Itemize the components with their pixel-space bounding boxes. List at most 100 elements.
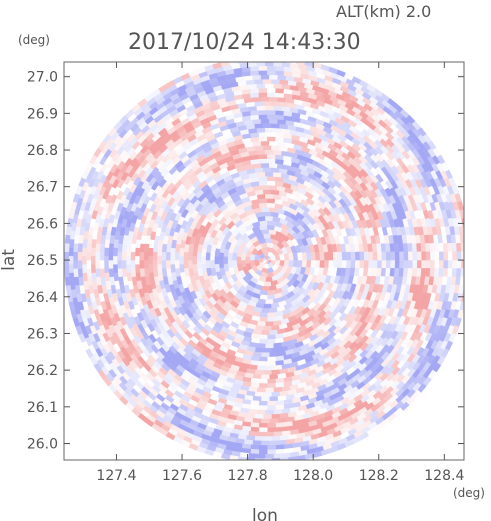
heatmap-cell [267,153,276,160]
heatmap-cell [372,259,378,269]
heatmap-cell [260,308,270,314]
heatmap-cell [350,251,356,261]
heatmap-cell [271,391,281,398]
heatmap-cell [252,96,262,103]
heatmap-cell [258,334,268,340]
heatmap-cell [377,251,383,261]
heatmap-cell [250,426,260,433]
heatmap-cell [273,431,283,437]
heatmap-cell [64,242,70,252]
heatmap-cell [125,247,132,257]
heatmap-cell [271,435,281,442]
heatmap-cell [265,171,274,177]
heatmap-cell [103,247,110,257]
heatmap-cell [256,431,266,437]
heatmap-cell [408,259,414,269]
heatmap-cell [447,268,453,278]
heatmap-cell [263,303,272,309]
heatmap-cell [258,70,268,76]
heatmap-cell [256,453,266,459]
heatmap-cell [452,251,458,261]
radar-scan-heatmap [64,62,470,460]
heatmap-cell [99,268,106,278]
heatmap-cell [267,383,276,389]
heatmap-cell [258,176,268,182]
heatmap-cell [108,251,114,261]
heatmap-cell [205,251,211,261]
heatmap-cell [262,78,272,84]
heatmap-cell [68,247,74,257]
heatmap-cell [275,87,285,94]
heatmap-cell [258,400,268,406]
heatmap-cell [267,400,276,406]
heatmap-cell [262,414,272,420]
heatmap-cell [456,251,462,261]
heatmap-cell [237,62,247,64]
y-tick-label: 26.5 [27,253,58,269]
heatmap-cell [77,251,83,261]
heatmap-cell [262,325,272,331]
heatmap-cell [341,259,347,269]
heatmap-cell [256,105,266,111]
heatmap-cell [64,251,70,261]
heatmap-cell [267,131,276,137]
y-tick-label: 27.0 [27,70,58,86]
heatmap-cell [271,369,281,375]
heatmap-cell [81,255,87,265]
heatmap-cell [269,440,279,446]
heatmap-cell [260,140,270,146]
heatmap-cell [269,418,279,424]
heatmap-cell [258,65,268,71]
heatmap-cell [236,255,242,265]
y-tick-label: 26.3 [27,326,58,342]
heatmap-cell [258,316,268,323]
heatmap-cell [273,83,283,89]
heatmap-cell [256,83,266,89]
heatmap-cell [99,251,105,261]
heatmap-cell [183,251,189,261]
heatmap-cell [264,409,274,415]
heatmap-cell [447,251,453,261]
heatmap-cell [262,370,272,375]
heatmap-cell [267,87,276,93]
heatmap-cell [254,78,264,85]
heatmap-cell [267,70,277,76]
heatmap-cell [165,251,171,261]
heatmap-cell [262,392,272,398]
heatmap-cell [264,365,274,371]
heatmap-cell [117,251,123,261]
heatmap-cell [465,243,470,252]
heatmap-cell [260,396,270,402]
heatmap-cell [258,136,268,142]
heatmap-cell [250,70,260,76]
heatmap-cell [65,284,72,295]
heatmap-cell [265,343,274,349]
heatmap-cell [363,259,369,269]
heatmap-cell [254,62,257,63]
heatmap-cell [81,264,87,274]
heatmap-cell [306,251,312,261]
heatmap-cell [267,180,276,186]
heatmap-cell [258,202,268,208]
heatmap-cell [310,251,317,261]
heatmap-cell [421,251,427,261]
heatmap-cell [368,259,374,269]
heatmap-cell [262,348,272,353]
heatmap-cell [147,263,154,273]
x-tick-label: 127.8 [228,468,268,484]
heatmap-cell [139,251,145,261]
heatmap-cell [121,251,127,261]
heatmap-cell [125,255,131,265]
heatmap-cell [68,264,74,274]
heatmap-cell [73,242,79,253]
heatmap-cell [258,180,268,186]
heatmap-cell [192,255,197,265]
heatmap-cell [456,242,462,253]
heatmap-cell [267,158,276,164]
heatmap-cell [263,211,272,217]
heatmap-cell [433,268,440,278]
heatmap-cell [354,251,361,261]
heatmap-cell [139,259,145,269]
x-tick-label: 128.4 [424,468,464,484]
heatmap-cell [258,198,268,204]
